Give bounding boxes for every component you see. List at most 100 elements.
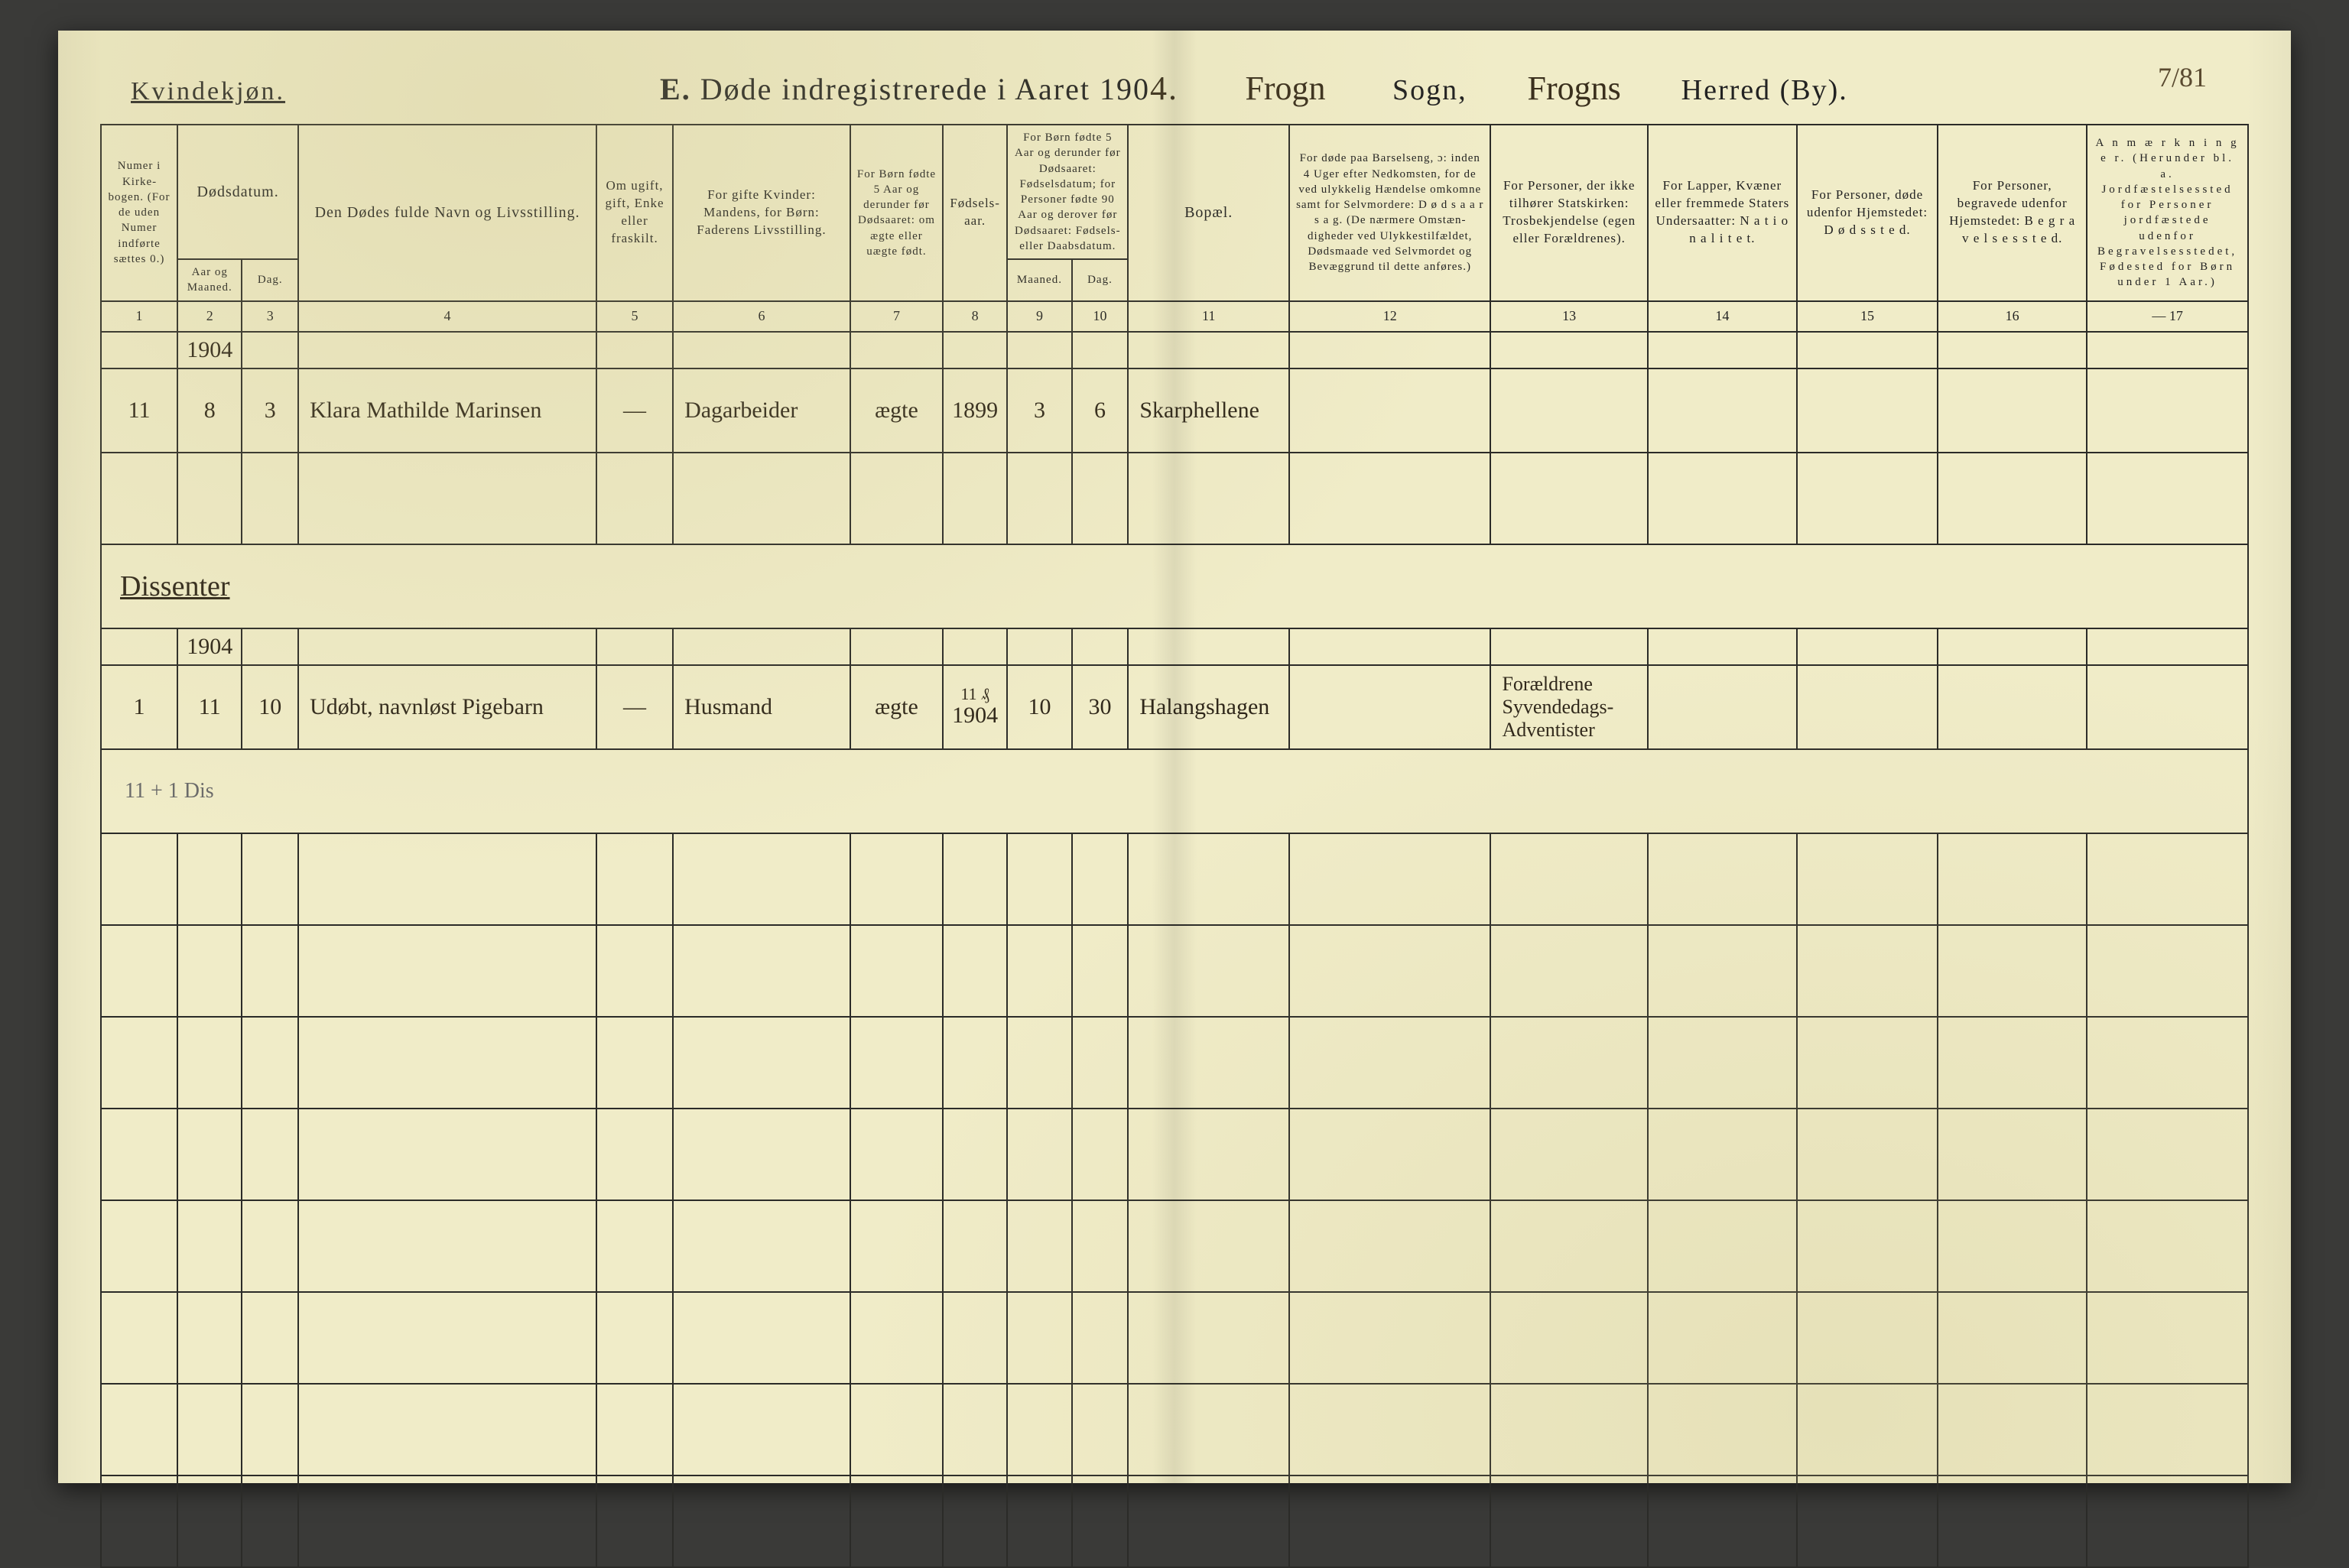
table-cell bbox=[1648, 332, 1797, 368]
table-cell bbox=[943, 1384, 1007, 1475]
table-cell bbox=[298, 1384, 596, 1475]
table-cell bbox=[1072, 1384, 1129, 1475]
table-cell bbox=[596, 1292, 673, 1384]
table-cell bbox=[101, 332, 177, 368]
table-cell bbox=[1938, 833, 2087, 925]
column-number: 10 bbox=[1072, 301, 1129, 332]
table-cell bbox=[177, 1292, 242, 1384]
table-cell bbox=[1007, 1475, 1071, 1567]
table-cell bbox=[1490, 1200, 1647, 1292]
column-number: 1 bbox=[101, 301, 177, 332]
table-cell: — bbox=[596, 368, 673, 453]
table-cell bbox=[1648, 1109, 1797, 1200]
table-cell bbox=[101, 1017, 177, 1109]
column-number: 6 bbox=[673, 301, 850, 332]
table-cell bbox=[1128, 1200, 1289, 1292]
column-number: 4 bbox=[298, 301, 596, 332]
table-cell bbox=[1797, 925, 1938, 1017]
table-cell bbox=[1648, 1475, 1797, 1567]
table-cell bbox=[1128, 1292, 1289, 1384]
table-cell bbox=[242, 1017, 298, 1109]
table-cell bbox=[177, 453, 242, 544]
column-number: 3 bbox=[242, 301, 298, 332]
table-cell bbox=[1648, 453, 1797, 544]
table-cell bbox=[1007, 1109, 1071, 1200]
table-cell bbox=[1938, 332, 2087, 368]
table-cell bbox=[943, 925, 1007, 1017]
col-header-2: Aar og Maaned. bbox=[177, 259, 242, 301]
table-cell bbox=[943, 1109, 1007, 1200]
year-cell: 1904 bbox=[177, 332, 242, 368]
table-cell bbox=[673, 628, 850, 665]
table-cell bbox=[850, 1292, 943, 1384]
col-header-7: For Børn fødte 5 Aar og derunder før Død… bbox=[850, 125, 943, 301]
table-cell bbox=[242, 453, 298, 544]
table-cell bbox=[1128, 332, 1289, 368]
page-title: E. Døde indregistrerede i Aaret 1904. bbox=[660, 69, 1178, 108]
table-cell bbox=[1072, 332, 1129, 368]
table-cell bbox=[1128, 1017, 1289, 1109]
table-cell bbox=[101, 1475, 177, 1567]
table-cell bbox=[1648, 1200, 1797, 1292]
table-cell bbox=[101, 1384, 177, 1475]
table-cell bbox=[1072, 1017, 1129, 1109]
table-cell bbox=[850, 925, 943, 1017]
column-number: 16 bbox=[1938, 301, 2087, 332]
table-cell bbox=[1289, 368, 1490, 453]
table-cell bbox=[596, 453, 673, 544]
column-number: 8 bbox=[943, 301, 1007, 332]
table-cell bbox=[596, 833, 673, 925]
col-header-5: Om ugift, gift, Enke eller fraskilt. bbox=[596, 125, 673, 301]
table-cell bbox=[850, 1109, 943, 1200]
table-cell bbox=[1938, 1200, 2087, 1292]
table-cell bbox=[1289, 1384, 1490, 1475]
col-header-17: A n m æ r k n i n g e r. (Herunder bl. a… bbox=[2087, 125, 2248, 301]
table-cell bbox=[943, 628, 1007, 665]
table-cell bbox=[1490, 1475, 1647, 1567]
column-number: 15 bbox=[1797, 301, 1938, 332]
col-header-11: Bopæl. bbox=[1128, 125, 1289, 301]
table-cell bbox=[2087, 368, 2248, 453]
table-cell: Dagarbeider bbox=[673, 368, 850, 453]
table-cell bbox=[596, 332, 673, 368]
column-number: 7 bbox=[850, 301, 943, 332]
table-cell bbox=[2087, 1017, 2248, 1109]
table-cell bbox=[1128, 925, 1289, 1017]
table-cell bbox=[2087, 1384, 2248, 1475]
table-cell bbox=[1289, 1292, 1490, 1384]
table-cell bbox=[1289, 332, 1490, 368]
table-cell bbox=[1072, 1292, 1129, 1384]
table-cell bbox=[298, 925, 596, 1017]
table-cell bbox=[1938, 1475, 2087, 1567]
table-cell bbox=[943, 453, 1007, 544]
table-cell bbox=[1289, 1475, 1490, 1567]
table-cell: Udøbt, navnløst Pigebarn bbox=[298, 665, 596, 749]
col-header-3: Dag. bbox=[242, 259, 298, 301]
table-cell bbox=[1007, 453, 1071, 544]
table-cell bbox=[1072, 1109, 1129, 1200]
table-cell bbox=[1938, 925, 2087, 1017]
table-cell: 11 bbox=[101, 368, 177, 453]
table-cell: Halangshagen bbox=[1128, 665, 1289, 749]
table-cell: — bbox=[596, 665, 673, 749]
table-cell bbox=[298, 1109, 596, 1200]
table-cell bbox=[1648, 368, 1797, 453]
gender-label: Kvindekjøn. bbox=[131, 77, 285, 106]
table-cell bbox=[673, 332, 850, 368]
table-cell bbox=[2087, 1200, 2248, 1292]
table-cell bbox=[943, 1475, 1007, 1567]
table-cell bbox=[673, 1475, 850, 1567]
col-header-16: For Personer, begravede udenfor Hjemsted… bbox=[1938, 125, 2087, 301]
table-cell bbox=[1938, 628, 2087, 665]
table-cell bbox=[673, 453, 850, 544]
table-cell: 3 bbox=[242, 368, 298, 453]
table-cell bbox=[943, 332, 1007, 368]
table-cell bbox=[596, 1384, 673, 1475]
table-cell bbox=[943, 1200, 1007, 1292]
table-cell bbox=[1072, 833, 1129, 925]
table-cell bbox=[1128, 1109, 1289, 1200]
title-prefix: E. bbox=[660, 72, 691, 106]
table-cell bbox=[1797, 1292, 1938, 1384]
table-cell bbox=[943, 1017, 1007, 1109]
column-number: 12 bbox=[1289, 301, 1490, 332]
